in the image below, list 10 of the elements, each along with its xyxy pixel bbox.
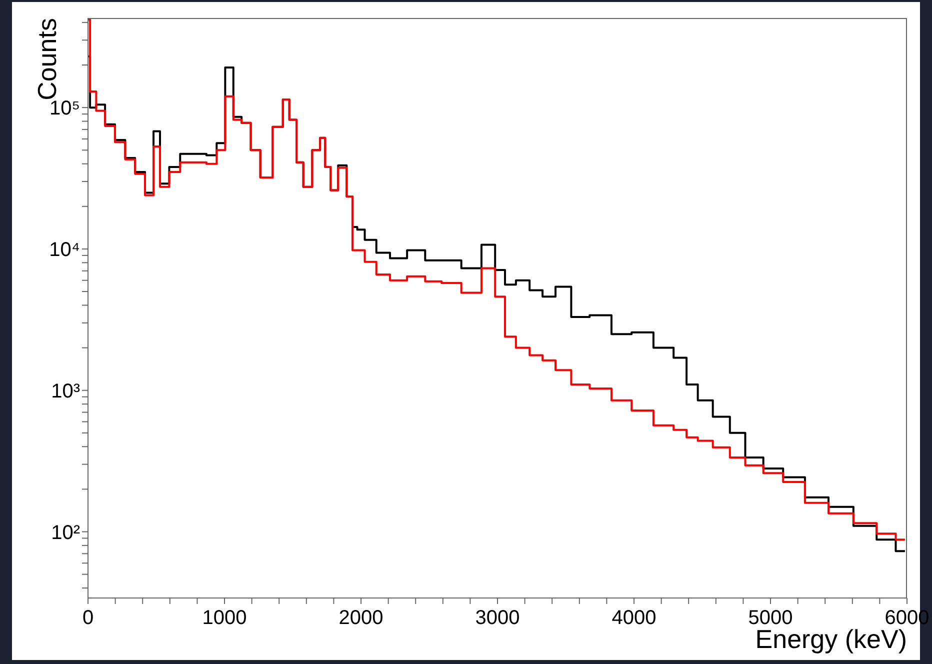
y-tick-label: 10⁵ — [49, 98, 80, 120]
y-axis-title: Counts — [32, 18, 63, 100]
x-tick-label: 2000 — [338, 607, 384, 629]
x-tick-label: 3000 — [475, 607, 520, 629]
y-tick-label: 10² — [51, 522, 80, 544]
x-tick-label: 4000 — [612, 607, 656, 629]
x-tick-label: 0 — [82, 607, 94, 629]
y-tick-label: 10³ — [51, 380, 80, 402]
y-tick-label: 10⁴ — [49, 238, 80, 261]
x-tick-label: 1000 — [202, 607, 247, 629]
